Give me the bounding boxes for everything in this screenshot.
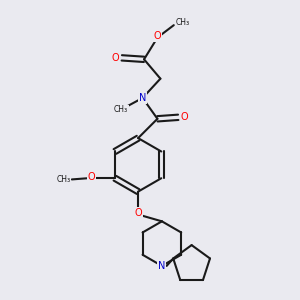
Text: CH₃: CH₃ [176,18,190,27]
Text: O: O [111,53,119,63]
Text: O: O [181,112,189,122]
Text: CH₃: CH₃ [56,175,70,184]
Text: O: O [154,31,161,41]
Text: N: N [139,93,146,103]
Text: N: N [158,261,166,271]
Text: O: O [134,208,142,218]
Text: O: O [87,172,95,182]
Text: CH₃: CH₃ [114,105,128,114]
